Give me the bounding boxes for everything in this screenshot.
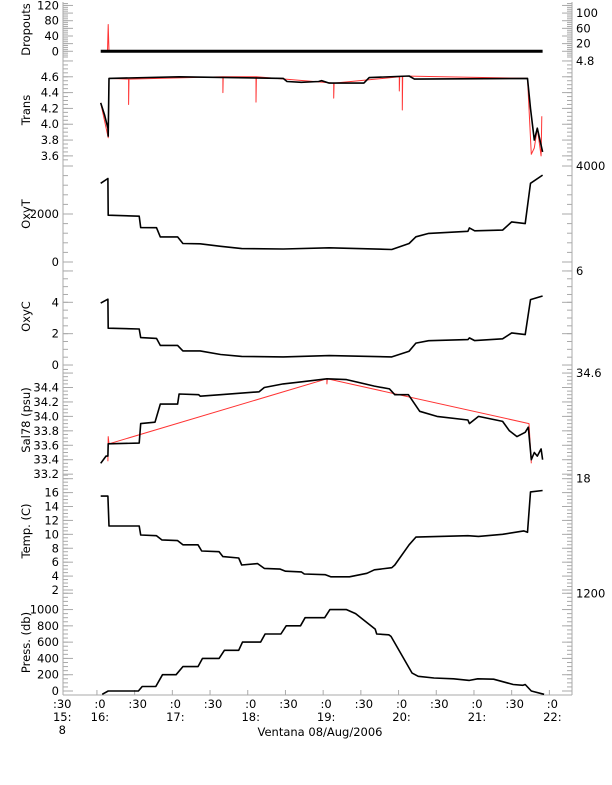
x-tick-minute-label: :30 [505, 697, 524, 711]
y-tick-label: 0 [52, 684, 59, 698]
y-tick-label: 200 [37, 668, 59, 682]
x-tick-minute-label: :0 [321, 697, 332, 711]
y-axis-label: OxyT [19, 198, 33, 229]
y-tick-label: 100 [576, 6, 598, 20]
series-processed-oxyt [100, 174, 544, 251]
y-tick-label: 4.6 [41, 70, 59, 84]
y-tick-label: 3.6 [41, 149, 59, 163]
x-tick-minute-label: :30 [279, 697, 298, 711]
y-tick-label: 33.8 [33, 424, 59, 438]
x-tick-minute-label: :30 [430, 697, 449, 711]
y-tick-label: 3.8 [41, 133, 59, 147]
y-tick-label: 4.0 [41, 117, 59, 131]
y-axis-label: OxyC [19, 301, 33, 332]
y-tick-label: 34.2 [33, 395, 59, 409]
series-processed-temp-c [100, 489, 543, 578]
y-tick-label: 4.8 [576, 54, 594, 68]
y-tick-label: 4000 [576, 159, 605, 173]
y-tick-label: 1200 [576, 586, 605, 600]
x-tick-minute-label: :0 [396, 697, 407, 711]
y-tick-label: 12 [44, 513, 59, 527]
y-tick-label: 2 [52, 583, 59, 597]
series-raw-trans [100, 75, 543, 157]
y-tick-label: 0 [52, 255, 59, 269]
y-tick-label: 6 [576, 264, 583, 278]
y-tick-label: 4 [52, 295, 59, 309]
y-axis-label: Temp. (C) [19, 504, 33, 560]
y-tick-label: 80 [44, 14, 59, 28]
y-tick-label: 20 [576, 37, 591, 51]
y-axis-label: Trans [19, 95, 33, 126]
y-tick-label: 600 [37, 635, 59, 649]
y-tick-label: 4 [52, 569, 59, 583]
y-tick-label: 34.0 [33, 409, 59, 423]
series-processed-oxyc [100, 295, 543, 358]
y-tick-label: 6 [52, 555, 59, 569]
axes-layer [62, 2, 573, 696]
x-tick-minute-label: :30 [355, 697, 374, 711]
y-tick-label: 0 [52, 358, 59, 372]
x-tick-day-label: 8 [59, 723, 66, 737]
series-processed-press-db [101, 608, 545, 696]
y-tick-label: 4.2 [41, 101, 59, 115]
x-tick-hour-label: 22: [543, 710, 562, 724]
traces-layer [99, 24, 545, 696]
x-tick-minute-label: :30 [204, 697, 223, 711]
x-tick-hour-label: 20: [392, 710, 411, 724]
y-tick-label: 16 [44, 486, 59, 500]
series-processed-sal78-psu [100, 377, 544, 464]
x-tick-minute-label: :0 [94, 697, 105, 711]
series-processed-trans [99, 75, 544, 153]
y-tick-label: 2000 [30, 207, 59, 221]
x-axis-title: Ventana 08/Aug/2006 [258, 725, 383, 739]
y-tick-label: 120 [37, 0, 59, 12]
x-tick-hour-label: 19: [317, 710, 336, 724]
x-tick-hour-label: 16: [91, 710, 110, 724]
x-tick-minute-label: :30 [53, 697, 72, 711]
x-tick-hour-label: 17: [166, 710, 185, 724]
y-tick-label: 33.6 [33, 438, 59, 452]
x-tick-minute-label: :0 [170, 697, 181, 711]
y-tick-label: 4.4 [41, 86, 59, 100]
x-tick-hour-label: 18: [241, 710, 260, 724]
x-tick-minute-label: :0 [471, 697, 482, 711]
y-tick-label: 33.2 [33, 467, 59, 481]
y-tick-label: 18 [576, 472, 591, 486]
y-tick-label: 40 [44, 29, 59, 43]
y-tick-label: 34.4 [33, 381, 59, 395]
labels-layer: 020406080100120Dropouts3.63.84.04.24.44.… [19, 0, 605, 737]
y-tick-label: 1000 [30, 603, 59, 617]
series-raw-dropouts [107, 24, 110, 52]
series-raw-sal78-psu [107, 378, 532, 464]
y-tick-label: 10 [44, 527, 59, 541]
y-tick-label: 60 [576, 21, 591, 35]
y-axis-label: Sal78 (psu) [19, 387, 33, 452]
y-axis-label: Dropouts [19, 3, 33, 56]
x-tick-hour-label: 15: [53, 710, 72, 724]
x-tick-minute-label: :0 [245, 697, 256, 711]
x-tick-hour-label: 21: [468, 710, 487, 724]
y-tick-label: 2 [52, 327, 59, 341]
y-tick-label: 400 [37, 651, 59, 665]
y-axis-label: Press. (db) [19, 612, 33, 673]
x-tick-minute-label: :0 [547, 697, 558, 711]
y-tick-label: 34.6 [576, 366, 602, 380]
y-tick-label: 8 [52, 541, 59, 555]
x-tick-minute-label: :30 [128, 697, 147, 711]
y-tick-label: 14 [44, 500, 59, 514]
y-tick-label: 33.4 [33, 453, 59, 467]
y-tick-label: 0 [52, 44, 59, 58]
y-tick-label: 800 [37, 619, 59, 633]
